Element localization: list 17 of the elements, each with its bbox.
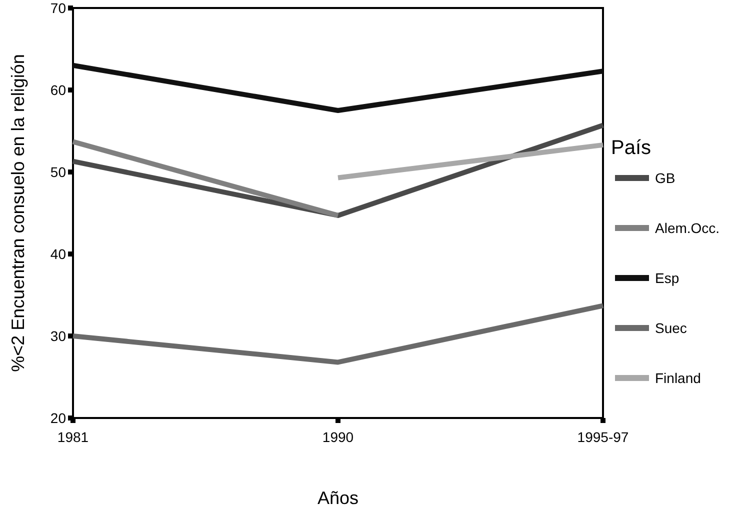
y-axis-title: %<2 Encuentran consuelo en la religión [8, 54, 28, 372]
x-tick-label: 1981 [57, 429, 89, 445]
y-tick-label: 30 [50, 328, 66, 344]
legend-label: Esp [655, 270, 680, 286]
x-axis-title: Años [317, 488, 359, 508]
legend-label: GB [655, 170, 676, 186]
x-tick-label: 1995-97 [577, 429, 629, 445]
legend-label: Finland [655, 370, 701, 386]
legend-title: País [611, 137, 652, 159]
y-tick-label: 50 [50, 164, 66, 180]
x-tick-label: 1990 [322, 429, 354, 445]
y-tick-label: 20 [50, 410, 66, 426]
legend-label: Alem.Occ. [655, 220, 720, 236]
y-tick-label: 40 [50, 246, 66, 262]
y-tick-label: 60 [50, 82, 66, 98]
legend-label: Suec [655, 320, 687, 336]
y-tick-label: 70 [50, 0, 66, 16]
